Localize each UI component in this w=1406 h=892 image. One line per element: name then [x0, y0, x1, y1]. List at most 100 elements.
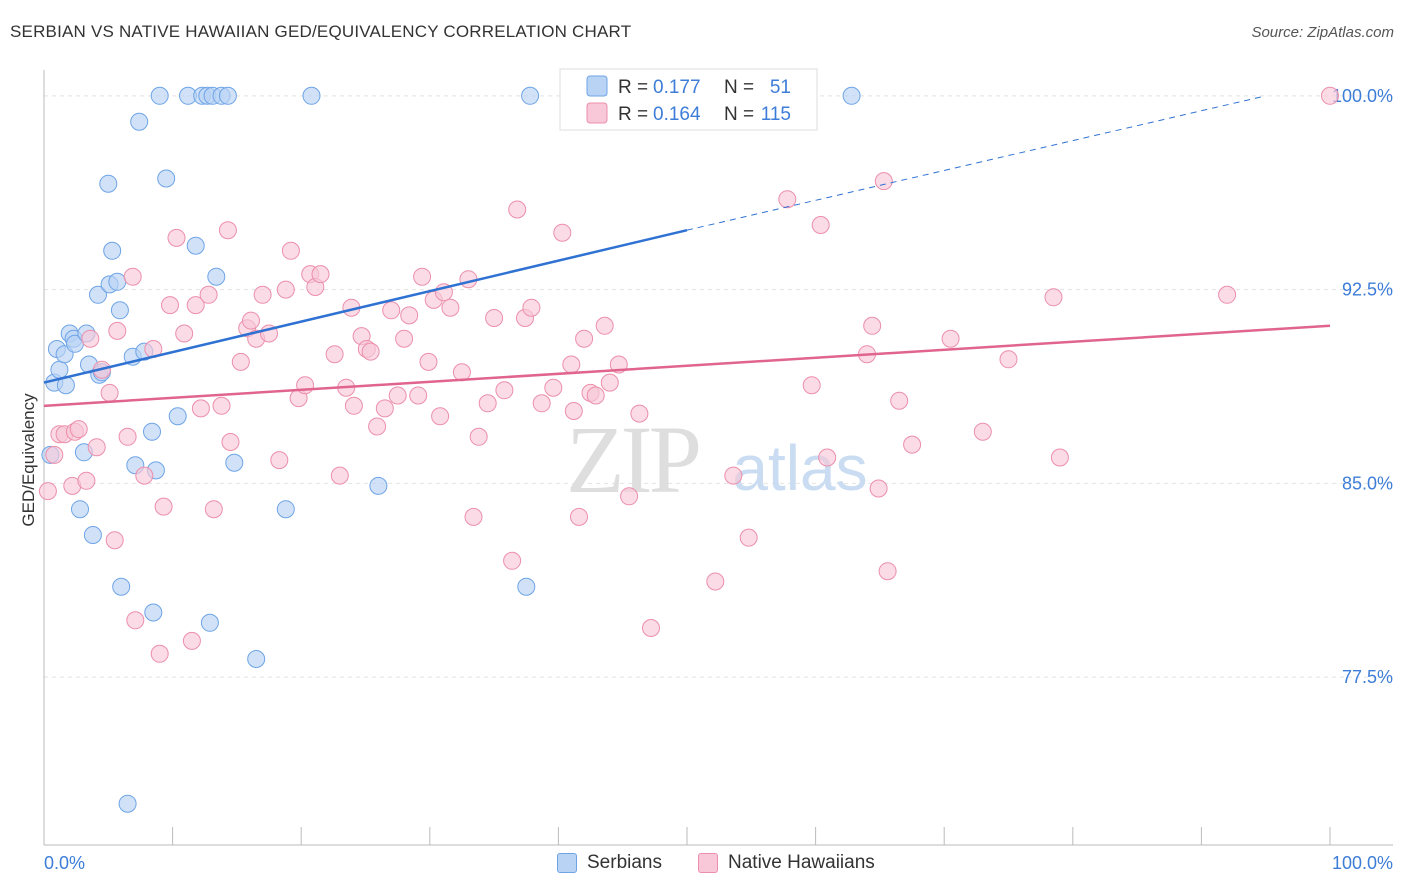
point-native-hawaiians	[281, 241, 300, 260]
legend-item-serbians[interactable]: Serbians	[557, 852, 662, 874]
point-native-hawaiians	[706, 572, 725, 591]
point-native-hawaiians	[38, 482, 57, 501]
x-axis-ticks	[43, 827, 1331, 845]
point-native-hawaiians	[344, 396, 363, 415]
point-native-hawaiians	[811, 216, 830, 234]
point-native-hawaiians	[361, 342, 380, 361]
point-serbians	[186, 236, 205, 255]
point-serbians	[108, 272, 127, 291]
point-native-hawaiians	[330, 466, 349, 485]
point-native-hawaiians	[818, 448, 837, 467]
point-native-hawaiians	[368, 417, 387, 436]
point-native-hawaiians	[459, 270, 478, 289]
stats-n-label-serbians: N =	[724, 77, 754, 98]
point-serbians	[168, 407, 187, 426]
trend-lines	[43, 95, 1331, 408]
point-native-hawaiians	[204, 500, 223, 519]
point-native-hawaiians	[469, 427, 488, 446]
stats-r-label-serbians: R =	[618, 77, 648, 98]
data-points	[38, 86, 1339, 813]
point-native-hawaiians	[874, 172, 893, 191]
point-native-hawaiians	[478, 394, 497, 413]
point-native-hawaiians	[441, 298, 460, 317]
point-native-hawaiians	[941, 329, 960, 348]
stats-n-value-native-hawaiians: 115	[761, 104, 791, 125]
point-native-hawaiians	[77, 471, 96, 490]
point-native-hawaiians	[150, 644, 169, 663]
point-native-hawaiians	[532, 394, 551, 413]
point-native-hawaiians	[630, 404, 649, 423]
point-native-hawaiians	[409, 386, 428, 405]
point-native-hawaiians	[212, 396, 231, 415]
point-native-hawaiians	[553, 223, 572, 242]
point-native-hawaiians	[564, 402, 583, 420]
point-native-hawaiians	[586, 386, 605, 405]
point-native-hawaiians	[325, 345, 344, 364]
point-native-hawaiians	[1321, 86, 1339, 105]
x-tick-label-min: 0.0%	[44, 853, 85, 873]
point-native-hawaiians	[186, 296, 205, 315]
y-axis-label: GED/Equivalency	[19, 393, 38, 527]
point-native-hawaiians	[276, 280, 295, 299]
point-native-hawaiians	[87, 438, 106, 457]
point-serbians	[150, 86, 169, 105]
point-native-hawaiians	[544, 378, 563, 397]
point-native-hawaiians	[485, 309, 504, 327]
point-native-hawaiians	[105, 531, 124, 550]
point-native-hawaiians	[562, 355, 581, 374]
point-native-hawaiians	[724, 466, 743, 485]
point-native-hawaiians	[221, 433, 240, 451]
y-tick-labels: 77.5% 85.0% 92.5% 100.0%	[1332, 86, 1393, 687]
point-native-hawaiians	[1218, 285, 1237, 304]
point-native-hawaiians	[118, 427, 137, 446]
point-serbians	[302, 86, 321, 105]
point-serbians	[218, 86, 237, 105]
trend-line-serbians	[43, 228, 688, 384]
point-native-hawaiians	[69, 420, 88, 439]
point-native-hawaiians	[100, 383, 119, 402]
point-native-hawaiians	[413, 267, 432, 286]
point-native-hawaiians	[123, 267, 142, 286]
point-serbians	[521, 86, 540, 105]
stats-n-value-serbians: 51	[770, 77, 791, 98]
point-native-hawaiians	[575, 329, 594, 348]
point-native-hawaiians	[802, 376, 821, 395]
point-native-hawaiians	[570, 507, 588, 526]
legend-label-native-hawaiians: Native Hawaiians	[728, 852, 875, 873]
point-native-hawaiians	[400, 306, 419, 325]
stats-swatch-native-hawaiians	[586, 102, 608, 124]
stats-swatch-serbians	[586, 75, 608, 97]
point-serbians	[369, 476, 388, 495]
stats-r-value-native-hawaiians: 0.164	[653, 104, 701, 125]
point-native-hawaiians	[253, 285, 272, 304]
point-native-hawaiians	[242, 311, 260, 330]
legend-swatch-native-hawaiians	[698, 853, 718, 873]
legend-swatch-serbians	[557, 853, 577, 873]
point-native-hawaiians	[167, 228, 186, 247]
legend-label-serbians: Serbians	[587, 852, 662, 873]
point-serbians	[143, 422, 161, 441]
point-serbians	[130, 112, 149, 131]
point-native-hawaiians	[1044, 288, 1063, 307]
point-serbians	[207, 267, 226, 286]
point-serbians	[276, 500, 295, 519]
legend-item-native-hawaiians[interactable]: Native Hawaiians	[698, 852, 875, 874]
source-label: Source: ZipAtlas.com	[1251, 24, 1394, 41]
point-serbians	[103, 241, 122, 260]
point-native-hawaiians	[431, 407, 450, 426]
point-native-hawaiians	[161, 296, 179, 315]
y-tick-label: 92.5%	[1342, 280, 1393, 300]
point-serbians	[99, 174, 118, 193]
point-serbians	[89, 285, 107, 304]
watermark-atlas: atlas	[732, 432, 867, 504]
point-serbians	[118, 794, 137, 813]
point-native-hawaiians	[890, 391, 909, 410]
point-native-hawaiians	[869, 479, 888, 498]
point-native-hawaiians	[1050, 448, 1069, 467]
point-serbians	[157, 169, 176, 188]
trend-line-native-hawaiians	[43, 324, 1331, 408]
point-native-hawaiians	[388, 386, 407, 405]
point-native-hawaiians	[135, 466, 154, 485]
point-native-hawaiians	[199, 285, 218, 304]
